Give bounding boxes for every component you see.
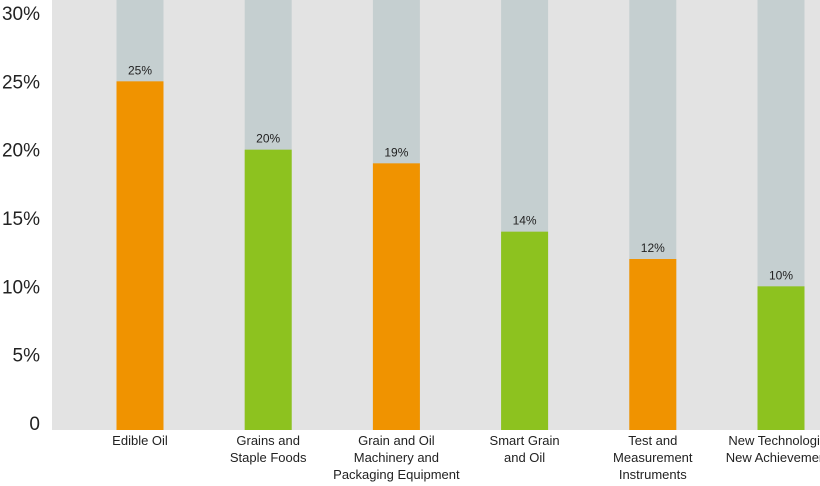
value-bars [116,81,805,431]
data-label: 20% [256,132,280,146]
x-axis-labels: Edible Oil Grains and Staple Foods Grain an… [112,433,820,482]
y-tick-label: 5% [13,346,41,367]
x-category-label: New TechnologiesNew Achievements [726,433,820,465]
bar [244,149,292,430]
data-label: 14% [513,214,537,228]
x-category-label: Edible Oil [112,433,168,448]
x-category-label: Grain and Oil Machinery and Packaging Equi… [333,433,460,482]
y-tick-label: 15% [2,209,40,230]
plot-area-background [52,0,820,430]
y-tick-label: 20% [2,141,40,162]
y-tick-label: 25% [2,72,40,93]
y-tick-label: 30% [2,4,40,25]
x-category-label: Smart Grain and Oil [490,433,560,465]
bar [501,231,549,430]
bar [116,81,164,430]
data-label: 19% [384,145,408,159]
data-label: 10% [769,268,793,282]
y-tick-label: 10% [2,277,40,298]
x-category-label: Test and Measurement Instruments [613,433,693,482]
y-axis-ticks: 0 5% 10% 15% 20% 25% 30% [2,4,40,435]
data-label: 12% [641,241,665,255]
bar [757,286,805,430]
data-label: 25% [128,63,152,77]
y-tick-label: 0 [29,414,40,435]
bar [629,259,677,430]
bar [372,163,420,431]
x-category-label: Grains and Staple Foods [230,433,307,465]
data-labels: 25% 20% 19% 14% 12% 10% [128,63,793,282]
